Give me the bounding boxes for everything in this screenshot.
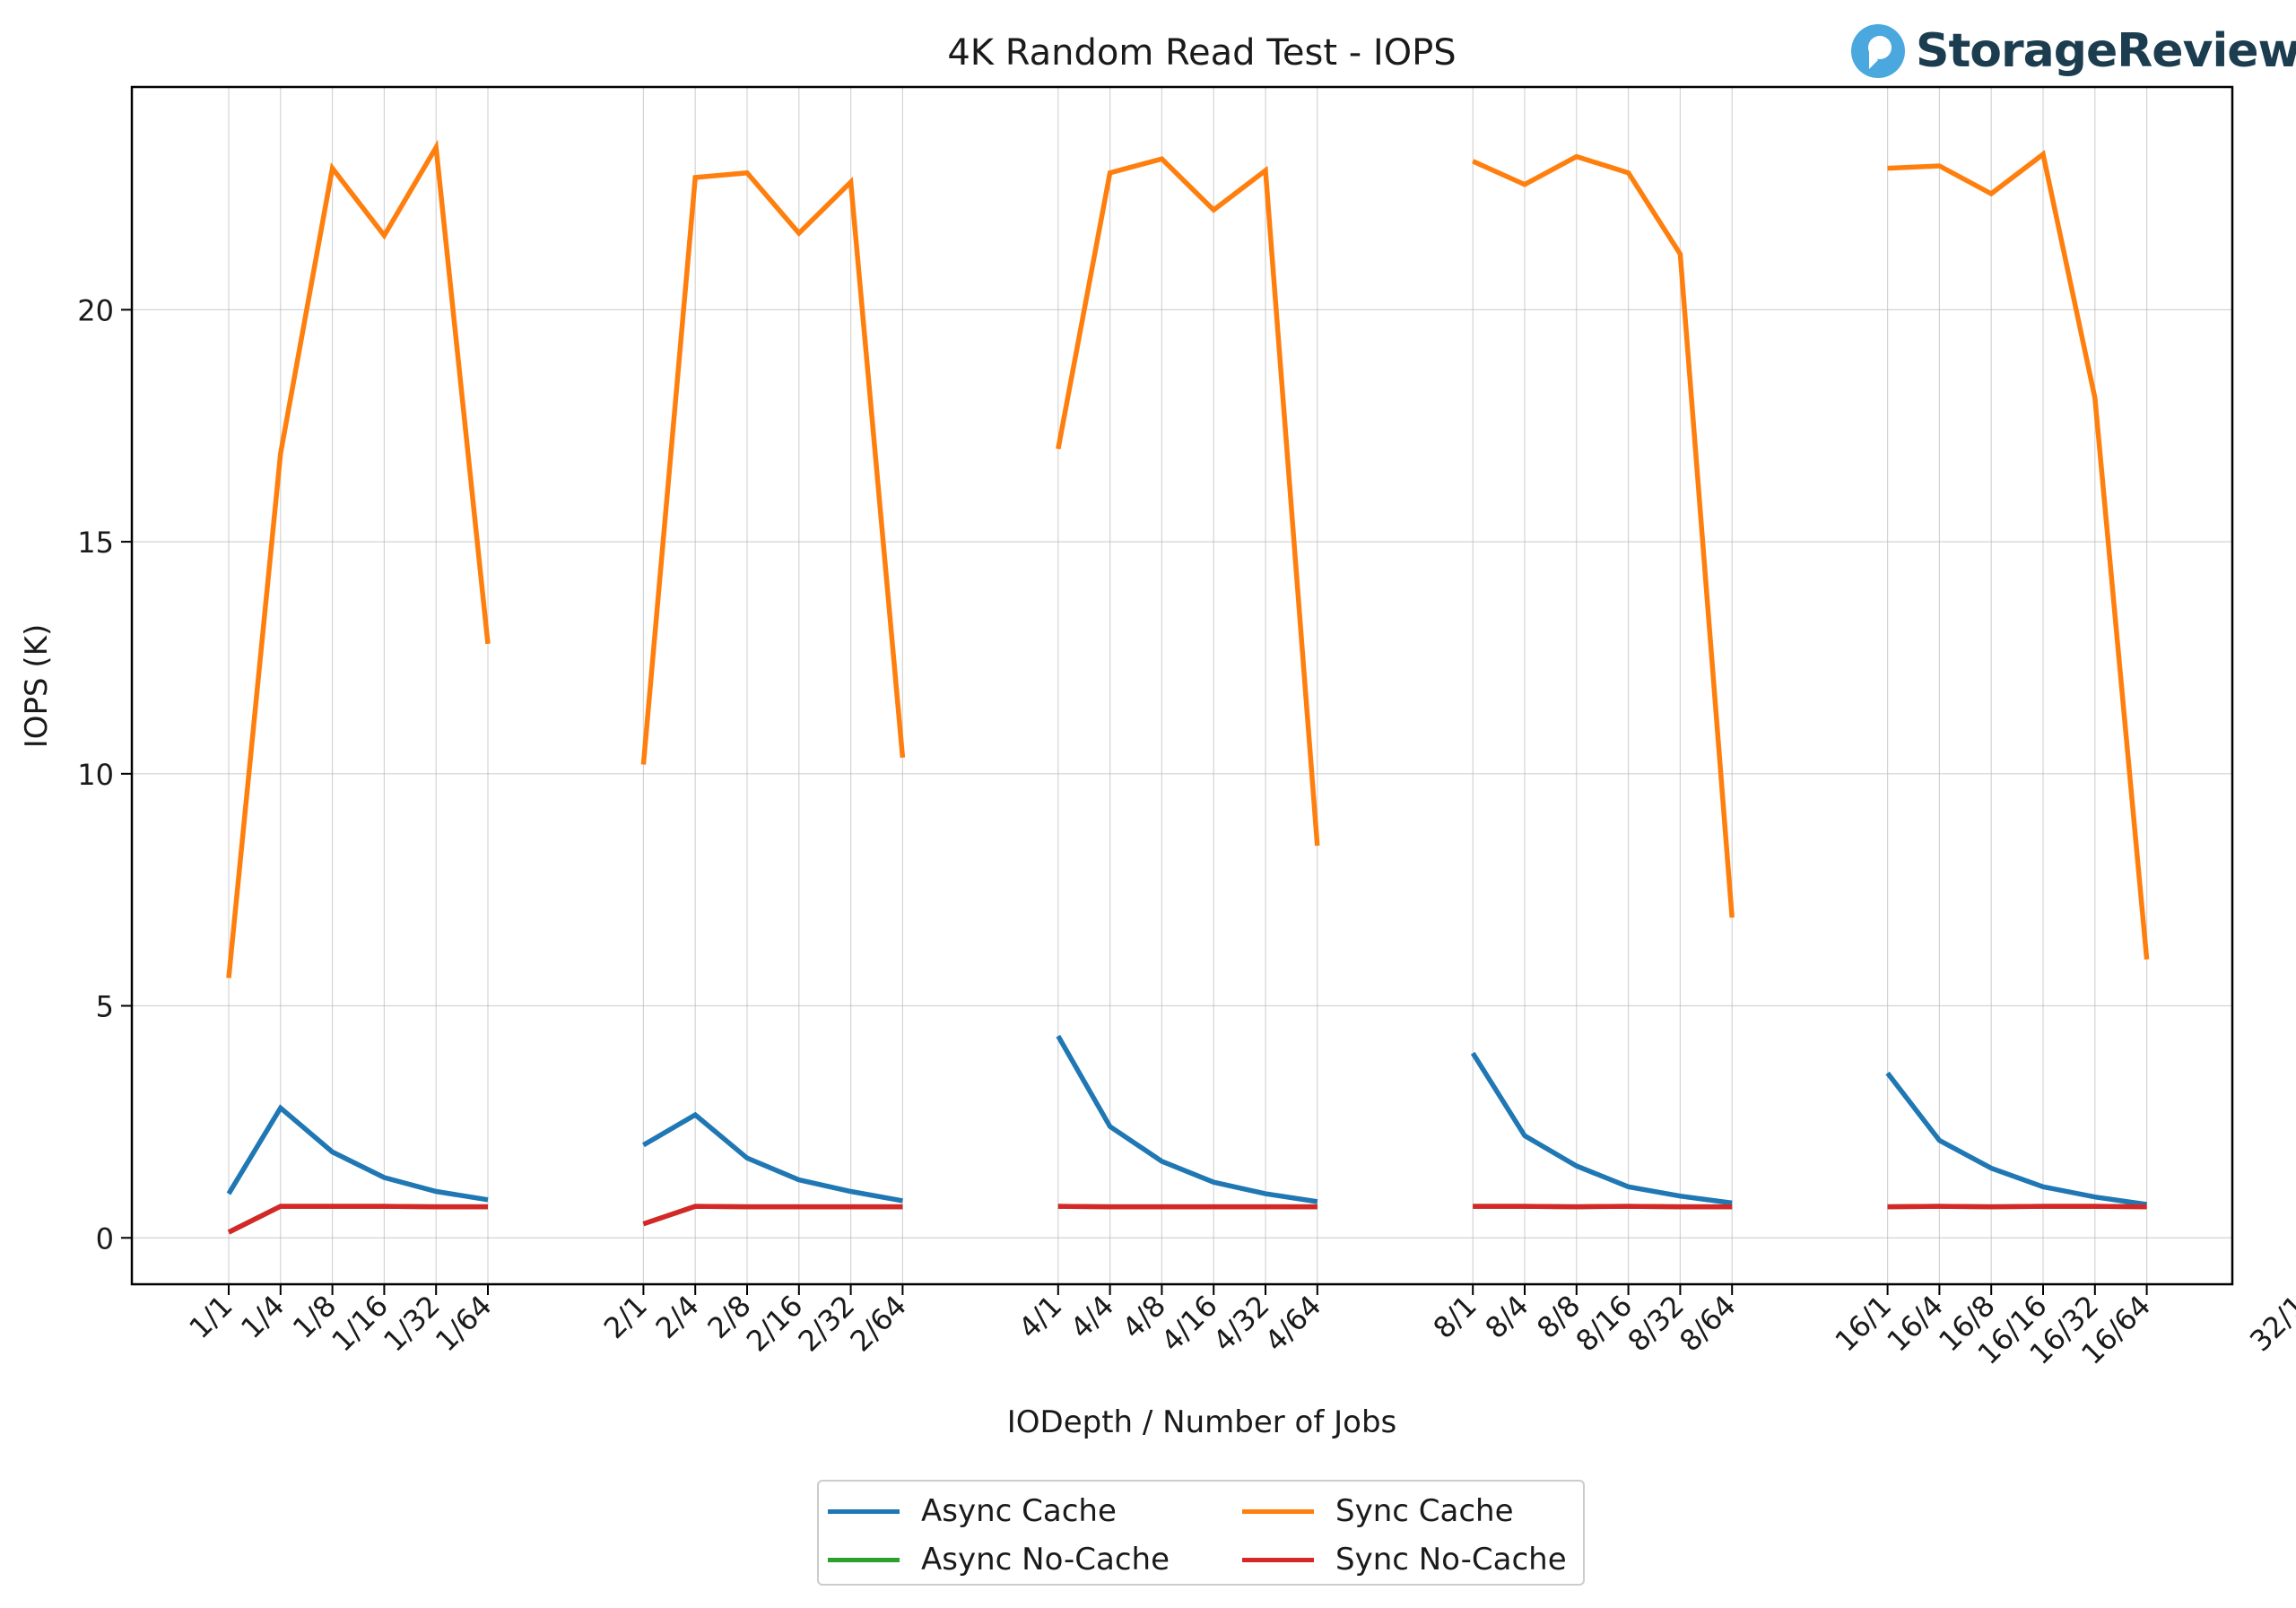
x-tick-label: 4/32 [1206,1289,1276,1359]
x-tick-label: 4/1 [1012,1289,1068,1345]
y-axis-label: IOPS (K) [19,624,55,749]
x-tick-label: 8/1 [1427,1289,1483,1345]
series-line-segment [642,1111,903,1204]
series-async-no-cache [227,1204,2147,1235]
series-sync-cache [226,139,2150,978]
x-tick-label: 16/4 [1880,1289,1950,1359]
brand-name: StorageReview [1916,24,2296,78]
x-tick-label: 2/16 [740,1289,810,1359]
y-tick-label: 15 [77,526,114,560]
x-tick-label: 8/4 [1478,1289,1535,1345]
x-tick-label: 1/4 [234,1289,291,1345]
legend-label: Async Cache [921,1493,1117,1529]
series-sync-no-cache [227,1204,2147,1235]
legend-item-async-cache: Async Cache [828,1489,1117,1534]
legend-swatch [828,1508,900,1514]
series-async-cache [226,1034,2147,1207]
legend-swatch [1242,1508,1314,1514]
y-tick-label: 10 [77,758,114,792]
series-line-segment [1887,150,2150,960]
series-line-segment [1885,1071,2147,1207]
series-line-segment [226,139,491,978]
x-tick-label: 2/64 [843,1289,913,1359]
legend-label: Sync Cache [1335,1493,1514,1529]
legend-item-sync-no-cache: Sync No-Cache [1242,1537,1567,1582]
y-tick-label: 5 [96,990,114,1024]
chart-title: 4K Random Read Test - IOPS [947,32,1456,74]
series-line-segment [1056,1034,1318,1204]
axes: 1/11/41/81/161/321/64 2/12/42/82/162/322/… [77,293,2296,1370]
plot-frame [130,85,2234,1286]
chart-legend: Async Cache Async No-Cache Sync Cache Sy… [817,1480,1585,1586]
series-line-segment [640,169,906,765]
series-line-segment [1470,1051,1733,1206]
x-tick-label: 2/32 [792,1289,862,1359]
series-line-segment [1472,153,1735,918]
series-line-segment [1473,1204,1733,1210]
x-tick-label: 1/16 [325,1289,395,1359]
x-tick-label: 8/64 [1673,1289,1743,1359]
series-lines [226,139,2150,1235]
x-tick-label: 16/1 [1829,1289,1899,1359]
x-tick-label: 32/1 [2243,1289,2296,1359]
x-tick-label: 2/4 [649,1289,706,1345]
y-tick-label: 20 [77,293,114,327]
y-tick-label: 0 [96,1221,114,1256]
x-tick-label: 1/1 [182,1289,239,1345]
grid [132,87,2232,1284]
x-tick-label: 4/64 [1258,1289,1328,1359]
series-line-segment [227,1204,488,1235]
storagereview-logo-icon [1851,24,1905,78]
series-line-segment [226,1104,489,1203]
x-axis-label: IODepth / Number of Jobs [1007,1404,1397,1440]
brand-logo: StorageReview [1849,20,2296,83]
x-tick-label: 2/1 [597,1289,654,1345]
legend-item-async-no-cache: Async No-Cache [828,1537,1170,1582]
series-line-segment [1887,1204,2147,1210]
series-line-segment [1056,156,1320,847]
x-tick-label: 4/16 [1154,1289,1224,1359]
series-line-segment [642,1204,903,1227]
legend-label: Async No-Cache [921,1542,1170,1578]
series-line-segment [1057,1204,1318,1210]
x-tick-label: 4/4 [1064,1289,1120,1345]
x-tick-label: 1/64 [429,1289,499,1359]
x-tick-label: 8/32 [1621,1289,1691,1359]
legend-label: Sync No-Cache [1335,1542,1567,1578]
legend-swatch [828,1557,900,1562]
legend-item-sync-cache: Sync Cache [1242,1489,1514,1534]
legend-swatch [1242,1557,1314,1562]
x-tick-label: 8/16 [1570,1289,1639,1359]
x-tick-label: 1/32 [377,1289,447,1359]
